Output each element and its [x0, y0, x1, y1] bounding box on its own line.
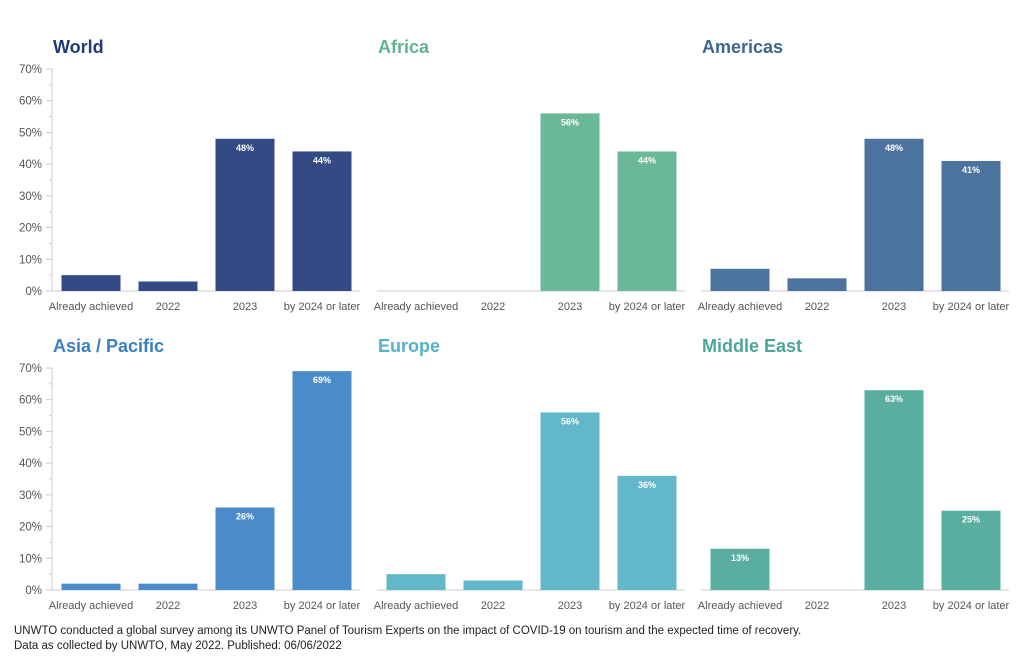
x-tick-label-world: Already achieved — [49, 301, 133, 313]
x-tick-label-americas: Already achieved — [698, 301, 782, 313]
x-tick-label-europe: Already achieved — [374, 600, 458, 612]
y-tick-label-world: 50% — [19, 127, 42, 139]
x-tick-label-americas: 2023 — [882, 301, 906, 313]
y-tick-label-world: 70% — [19, 64, 42, 76]
bar-middle-east-2023[interactable] — [864, 390, 924, 590]
x-tick-label-americas: 2022 — [805, 301, 829, 313]
y-tick-label-world: 60% — [19, 96, 42, 108]
bar-europe-2023[interactable] — [540, 412, 600, 590]
chart-panel-europe: Europe Already achieved 2022 56% 2023 36% by 2… — [374, 336, 686, 612]
data-label-americas-by-2024-or-later: 41% — [962, 165, 980, 175]
chart-title-africa: Africa — [378, 37, 430, 57]
source-note: UNWTO conducted a global survey among it… — [14, 624, 801, 654]
data-label-middle-east-already-achieved: 13% — [731, 553, 749, 563]
data-label-middle-east-2023: 63% — [885, 394, 903, 404]
x-tick-label-middle-east: by 2024 or later — [933, 600, 1010, 612]
bar-world-2022[interactable] — [138, 281, 198, 291]
chart-grid: World 0% 10% 20% 30% 40% 50% 60% 70% Already achi… — [19, 37, 1010, 612]
data-label-world-by-2024-or-later: 44% — [313, 155, 331, 165]
x-tick-label-asia-pacific: Already achieved — [49, 600, 133, 612]
y-tick-label-asia-pacific: 70% — [19, 363, 42, 375]
y-tick-label-world: 10% — [19, 254, 42, 266]
x-tick-label-middle-east: 2022 — [805, 600, 829, 612]
data-label-asia-pacific-2023: 26% — [236, 512, 254, 522]
data-label-europe-by-2024-or-later: 36% — [638, 480, 656, 490]
x-tick-label-africa: Already achieved — [374, 301, 458, 313]
x-tick-label-africa: by 2024 or later — [609, 301, 686, 313]
x-tick-label-asia-pacific: 2022 — [156, 600, 180, 612]
y-tick-label-asia-pacific: 0% — [25, 585, 42, 597]
x-tick-label-middle-east: Already achieved — [698, 600, 782, 612]
data-label-americas-2023: 48% — [885, 143, 903, 153]
chart-panel-middle-east: Middle East 13% Already achieved 2022 63% 202… — [698, 336, 1010, 612]
chart-title-world: World — [53, 37, 104, 57]
bar-world-2023[interactable] — [215, 138, 275, 291]
bar-europe-2022[interactable] — [463, 580, 523, 590]
data-label-africa-2023: 56% — [561, 117, 579, 127]
bar-americas-already-achieved[interactable] — [710, 268, 770, 291]
y-tick-label-asia-pacific: 40% — [19, 458, 42, 470]
bar-asia-pacific-already-achieved[interactable] — [61, 583, 121, 590]
x-tick-label-africa: 2023 — [558, 301, 582, 313]
bar-europe-already-achieved[interactable] — [386, 574, 446, 590]
y-tick-label-asia-pacific: 50% — [19, 426, 42, 438]
data-label-europe-2023: 56% — [561, 416, 579, 426]
x-tick-label-middle-east: 2023 — [882, 600, 906, 612]
y-tick-label-world: 40% — [19, 159, 42, 171]
bar-world-already-achieved[interactable] — [61, 275, 121, 291]
chart-title-asia-pacific: Asia / Pacific — [53, 336, 164, 356]
y-tick-label-world: 30% — [19, 191, 42, 203]
x-tick-label-asia-pacific: 2023 — [233, 600, 257, 612]
bar-africa-2023[interactable] — [540, 113, 600, 292]
y-tick-label-asia-pacific: 30% — [19, 490, 42, 502]
chart-title-middle-east: Middle East — [702, 336, 802, 356]
y-tick-label-asia-pacific: 20% — [19, 522, 42, 534]
data-label-middle-east-by-2024-or-later: 25% — [962, 515, 980, 525]
y-tick-label-world: 0% — [25, 286, 42, 298]
chart-panel-world: World 0% 10% 20% 30% 40% 50% 60% 70% Already achi… — [19, 37, 361, 313]
data-label-world-2023: 48% — [236, 143, 254, 153]
x-tick-label-europe: 2023 — [558, 600, 582, 612]
data-label-africa-by-2024-or-later: 44% — [638, 155, 656, 165]
x-tick-label-world: 2023 — [233, 301, 257, 313]
bar-asia-pacific-by-2024-or-later[interactable] — [292, 371, 352, 590]
x-tick-label-europe: 2022 — [481, 600, 505, 612]
chart-panel-africa: Africa Already achieved 2022 56% 2023 44% by 2… — [374, 37, 686, 313]
bar-europe-by-2024-or-later[interactable] — [617, 475, 677, 590]
small-multiples-bar-charts: World 0% 10% 20% 30% 40% 50% 60% 70% Already achi… — [19, 37, 1010, 612]
chart-panel-asia-pacific: Asia / Pacific 0% 10% 20% 30% 40% 50% 60% 70% Alr… — [19, 336, 361, 612]
x-tick-label-africa: 2022 — [481, 301, 505, 313]
chart-panel-americas: Americas Already achieved 2022 48% 2023 41% by… — [698, 37, 1010, 313]
bar-middle-east-by-2024-or-later[interactable] — [941, 510, 1001, 590]
bar-americas-by-2024-or-later[interactable] — [941, 160, 1001, 291]
bar-africa-by-2024-or-later[interactable] — [617, 151, 677, 291]
chart-title-europe: Europe — [378, 336, 440, 356]
y-tick-label-world: 20% — [19, 223, 42, 235]
x-tick-label-asia-pacific: by 2024 or later — [284, 600, 361, 612]
data-label-asia-pacific-by-2024-or-later: 69% — [313, 375, 331, 385]
chart-title-americas: Americas — [702, 37, 783, 57]
bar-americas-2022[interactable] — [787, 278, 847, 291]
bar-asia-pacific-2022[interactable] — [138, 583, 198, 590]
bar-world-by-2024-or-later[interactable] — [292, 151, 352, 291]
bar-asia-pacific-2023[interactable] — [215, 507, 275, 590]
source-note-line-2: Data as collected by UNWTO, May 2022. Pu… — [14, 640, 342, 652]
bar-middle-east-already-achieved[interactable] — [710, 548, 770, 590]
x-tick-label-world: by 2024 or later — [284, 301, 361, 313]
source-note-line-1: UNWTO conducted a global survey among it… — [14, 625, 802, 637]
x-tick-label-europe: by 2024 or later — [609, 600, 686, 612]
y-tick-label-asia-pacific: 10% — [19, 553, 42, 565]
y-tick-label-asia-pacific: 60% — [19, 395, 42, 407]
x-tick-label-americas: by 2024 or later — [933, 301, 1010, 313]
bar-americas-2023[interactable] — [864, 138, 924, 291]
x-tick-label-world: 2022 — [156, 301, 180, 313]
